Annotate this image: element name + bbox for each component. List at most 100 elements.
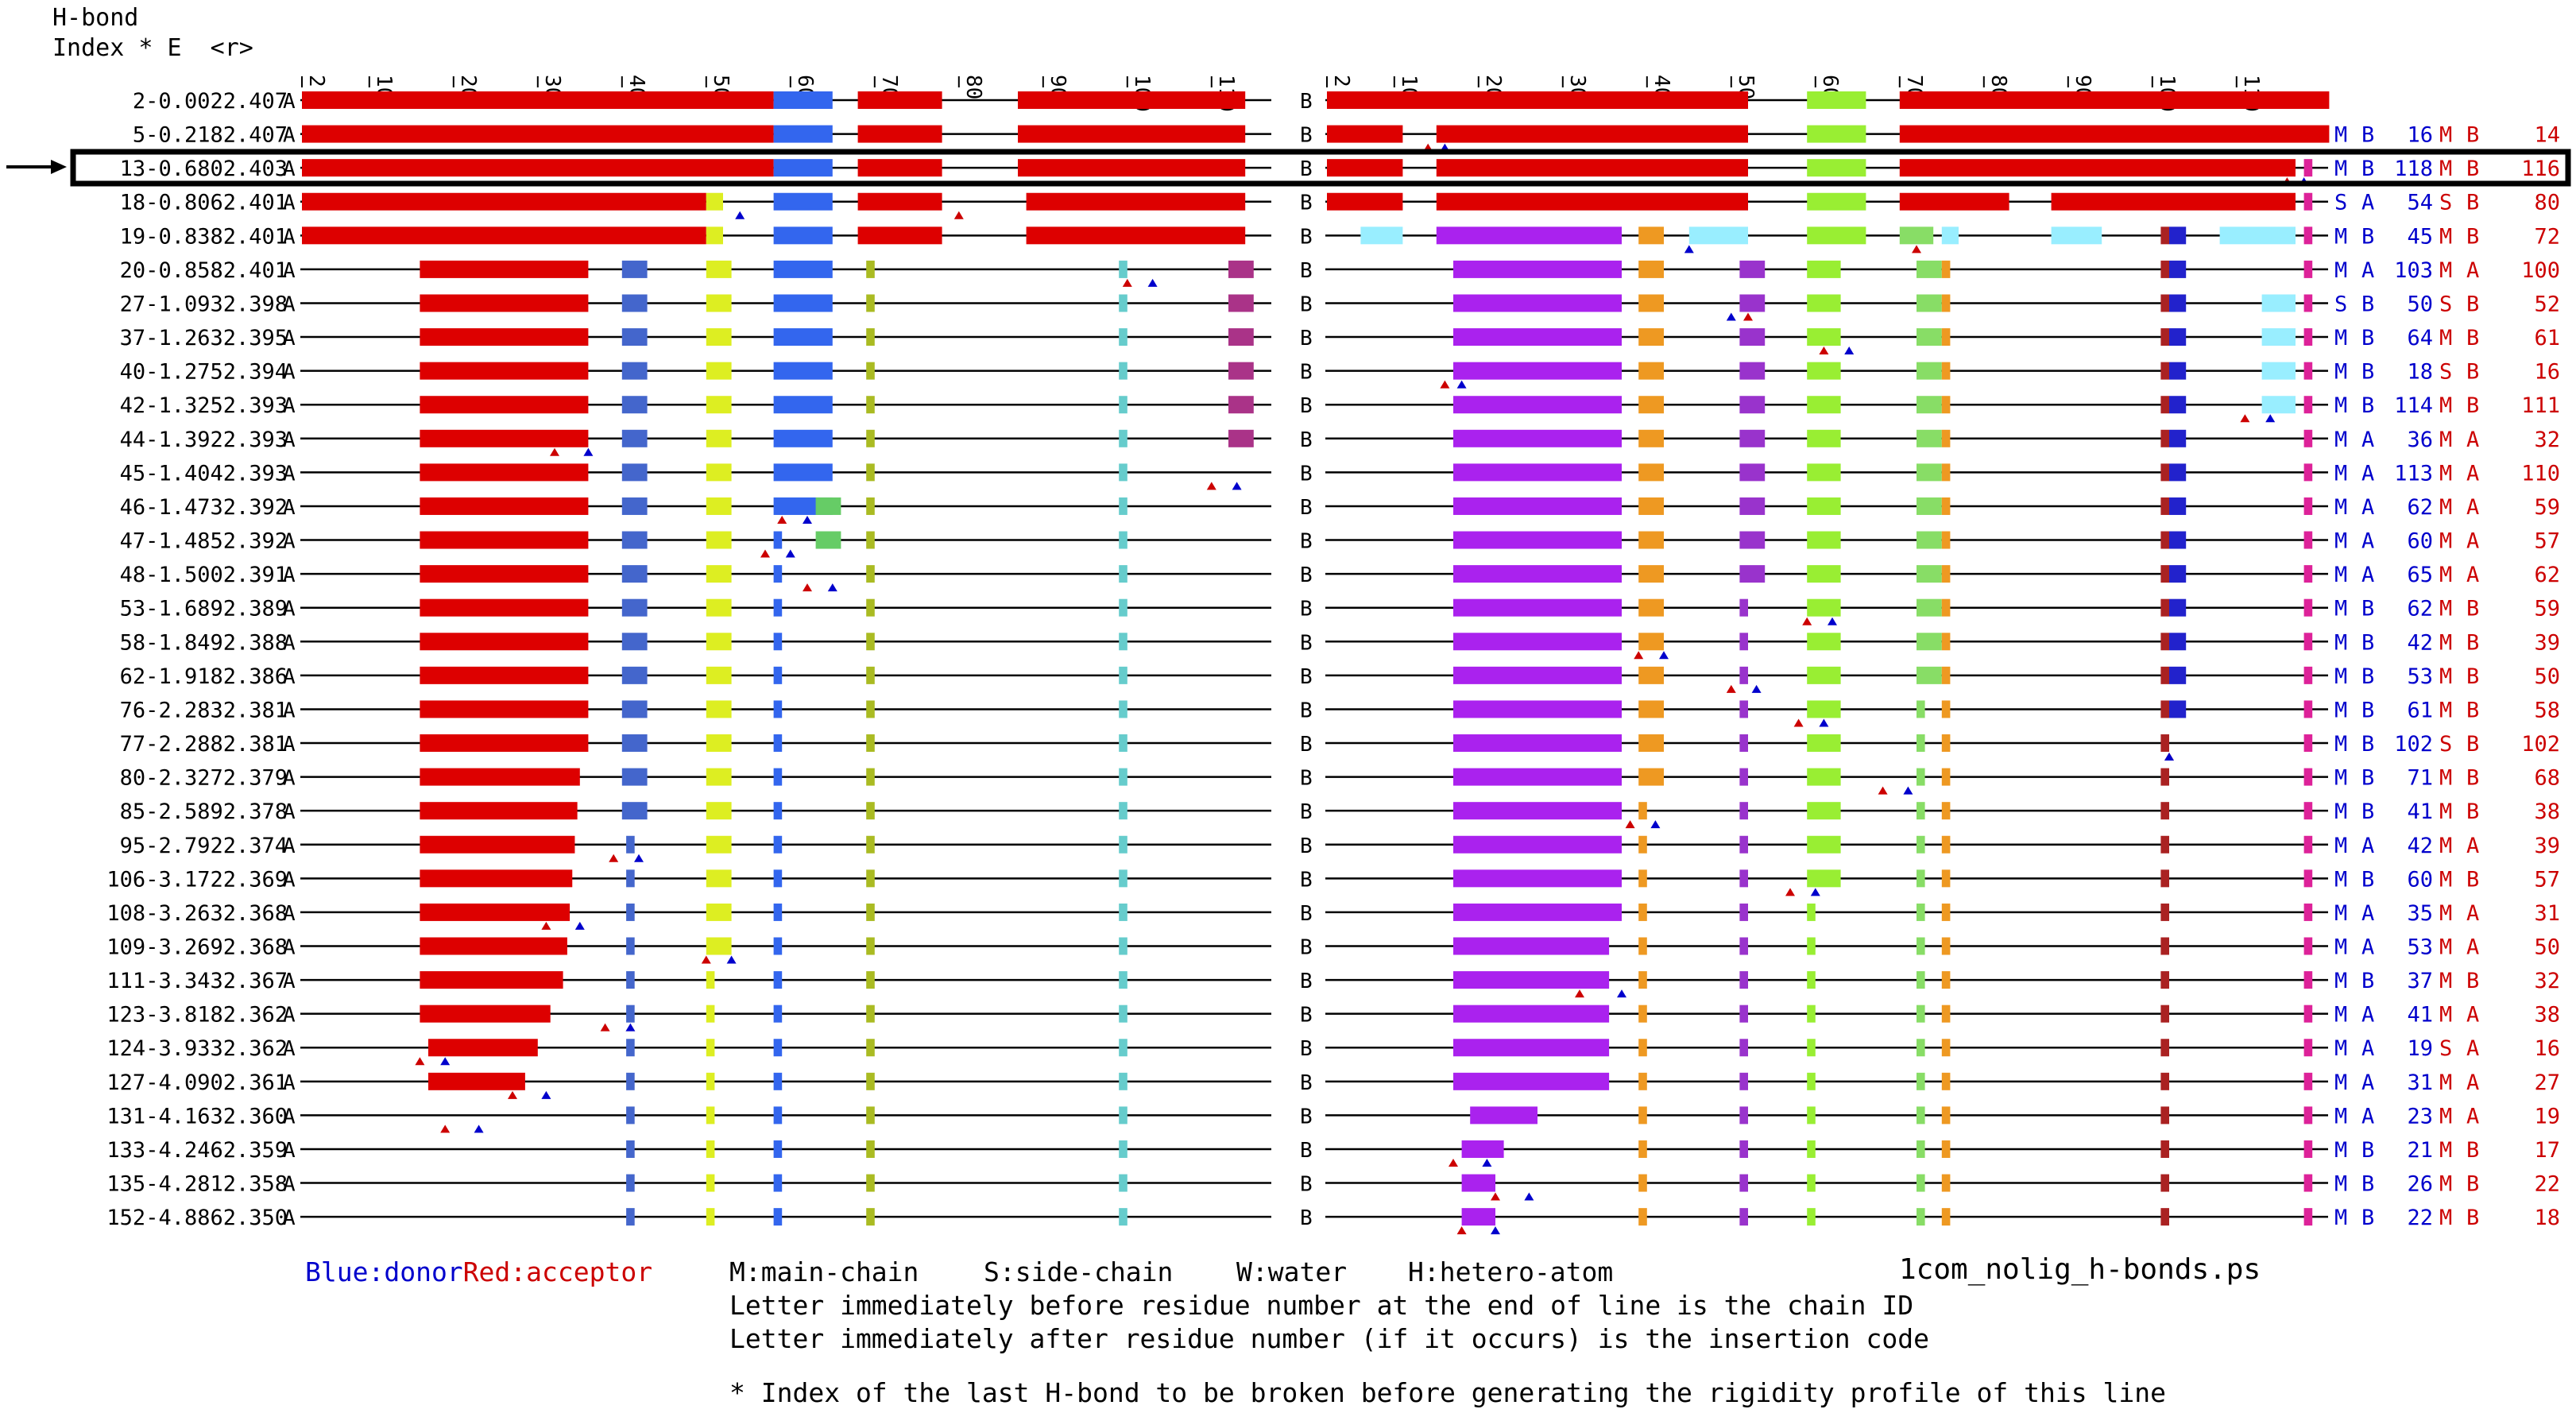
donor-chain-id: A <box>2361 529 2374 554</box>
chain-a-letter: A <box>283 868 296 892</box>
row-index-energy-distance: 42-1.3252.393 <box>120 393 288 418</box>
rigid-cluster-b <box>1917 633 1942 651</box>
rigid-cluster-b <box>2303 734 2313 753</box>
rigid-cluster-a <box>706 463 732 482</box>
rigid-cluster-b <box>2160 1005 2169 1023</box>
acceptor-residue-number: 111 <box>2521 393 2560 418</box>
rigid-cluster-b <box>2169 362 2187 380</box>
rigid-cluster-b <box>1436 159 1748 177</box>
rigid-cluster-b <box>1638 1208 1647 1226</box>
acceptor-chain-id: A <box>2466 495 2479 520</box>
acceptor-chain-id: B <box>2466 326 2479 350</box>
row-index-energy-distance: 45-1.4042.393 <box>120 461 288 486</box>
row-selector-arrow[interactable] <box>6 160 67 174</box>
rigid-cluster-a <box>866 598 875 617</box>
chain-b-letter: B <box>1300 1173 1313 1197</box>
rigid-cluster-b <box>1941 700 1951 718</box>
rigid-cluster-b <box>1638 1072 1647 1090</box>
acceptor-residue-number: 27 <box>2534 1070 2560 1095</box>
donor-bond-type: M <box>2334 766 2347 791</box>
rigid-cluster-b <box>1899 159 2296 177</box>
rigid-cluster-b <box>1739 463 1766 482</box>
rigid-cluster-b <box>1807 531 1841 549</box>
rigid-cluster-a <box>773 971 783 989</box>
chain-b-letter: B <box>1300 1004 1313 1028</box>
selected-row-highlight[interactable] <box>70 149 2571 187</box>
rigid-cluster-b <box>1807 835 1841 854</box>
rigid-cluster-a <box>1228 396 1254 414</box>
rigid-cluster-a <box>621 362 648 380</box>
rigid-cluster-a <box>420 463 589 482</box>
acceptor-marker <box>550 447 559 456</box>
rigid-cluster-a <box>706 768 732 786</box>
rigid-cluster-a <box>1119 734 1127 753</box>
donor-chain-id: A <box>2361 1003 2374 1028</box>
rigid-cluster-b <box>1638 362 1664 380</box>
rigid-cluster-b <box>1638 700 1664 718</box>
rigid-cluster-b <box>2169 598 2187 617</box>
row-index-energy-distance: 106-3.1722.369 <box>106 867 288 892</box>
acceptor-bond-type: S <box>2439 732 2452 757</box>
rigid-cluster-b <box>1739 497 1766 515</box>
row-index-energy-distance: 77-2.2882.381 <box>120 732 288 757</box>
rigid-cluster-b <box>1917 1174 1925 1192</box>
rigid-cluster-b <box>1807 159 1866 177</box>
rigid-cluster-b <box>1941 937 1951 955</box>
rigid-cluster-a <box>773 734 783 753</box>
rigid-cluster-a <box>773 598 783 617</box>
donor-marker <box>1684 245 1694 254</box>
chain-b-letter: B <box>1300 1105 1313 1128</box>
row-index-energy-distance: 37-1.2632.395 <box>120 326 288 350</box>
rigid-cluster-a <box>773 1039 783 1057</box>
chain-a-letter: A <box>283 327 296 350</box>
acceptor-marker <box>1122 278 1132 287</box>
rigid-cluster-b <box>1453 497 1622 515</box>
chain-a-letter: A <box>283 1071 296 1095</box>
rigid-cluster-b <box>1807 1039 1816 1057</box>
donor-marker <box>1903 786 1913 795</box>
donor-bond-type: M <box>2334 1070 2347 1095</box>
donor-marker <box>1819 718 1829 727</box>
rigid-cluster-a <box>1119 937 1127 955</box>
donor-bond-type: M <box>2334 901 2347 926</box>
donor-bond-type: M <box>2334 563 2347 587</box>
chain-b-letter: B <box>1300 496 1313 520</box>
rigid-cluster-b <box>2160 531 2169 549</box>
rigid-cluster-a <box>1119 294 1127 312</box>
output-filename: 1com_nolig_h-bonds.ps <box>1899 1253 2261 1286</box>
